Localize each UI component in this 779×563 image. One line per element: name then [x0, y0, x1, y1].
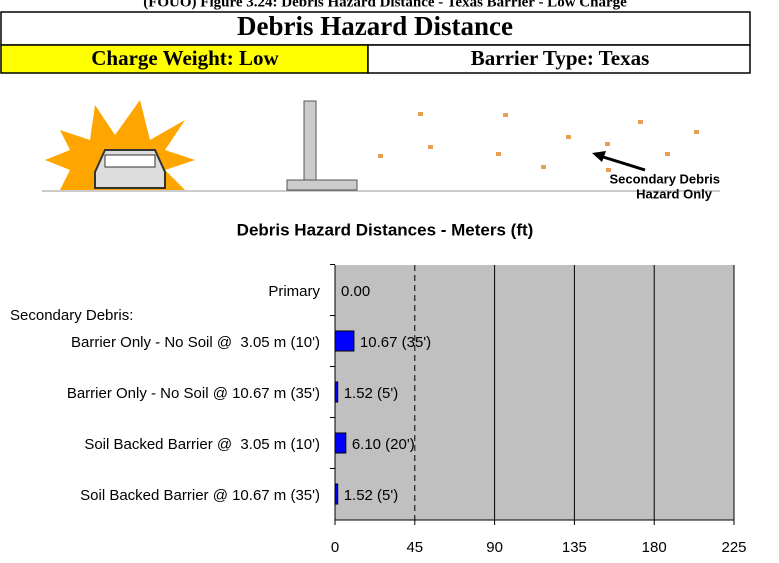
barrier-type: Barrier Type: Texas	[471, 46, 650, 70]
chart-title: Debris Hazard Distances - Meters (ft)	[237, 220, 534, 239]
x-tick-label: 180	[642, 539, 667, 556]
charge-weight: Charge Weight: Low	[91, 46, 279, 70]
x-tick-label: 225	[721, 539, 746, 556]
debris	[378, 112, 699, 172]
x-tick-label: 45	[406, 539, 423, 556]
value-label: 0.00	[341, 283, 370, 300]
annotation: Secondary Debris:	[10, 307, 133, 324]
barrier-base	[287, 180, 357, 190]
value-label: 6.10 (20')	[352, 436, 415, 453]
y-tick-label: Barrier Only - No Soil @ 10.67 m (35')	[67, 385, 320, 402]
car-window	[105, 155, 155, 167]
barrier-post	[304, 101, 316, 181]
x-tick-label: 0	[331, 539, 339, 556]
arrow-head	[592, 151, 606, 162]
page: (FOUO) Figure 3.24: Debris Hazard Distan…	[0, 0, 779, 563]
caption: (FOUO) Figure 3.24: Debris Hazard Distan…	[143, 0, 627, 10]
illustration-label: Hazard Only	[636, 186, 713, 201]
bar	[335, 382, 338, 402]
value-label: 1.52 (5')	[344, 487, 399, 504]
y-tick-label: Primary	[268, 283, 320, 300]
y-tick-label: Soil Backed Barrier @ 10.67 m (35')	[80, 487, 320, 504]
illustration-label: Secondary Debris	[609, 171, 720, 186]
chart: (FOUO) Figure 3.24: Debris Hazard Distan…	[0, 0, 779, 563]
y-tick-label: Barrier Only - No Soil @ 3.05 m (10')	[71, 334, 320, 351]
value-label: 10.67 (35')	[360, 334, 431, 351]
x-tick-label: 90	[486, 539, 503, 556]
bar	[335, 331, 354, 351]
illustration: Secondary Debris Hazard Only	[42, 100, 720, 201]
value-label: 1.52 (5')	[344, 385, 399, 402]
arrow	[600, 156, 645, 170]
bar	[335, 484, 338, 504]
title: Debris Hazard Distance	[237, 11, 513, 41]
x-tick-label: 135	[562, 539, 587, 556]
bar	[335, 433, 346, 453]
y-tick-label: Soil Backed Barrier @ 3.05 m (10')	[84, 436, 320, 453]
